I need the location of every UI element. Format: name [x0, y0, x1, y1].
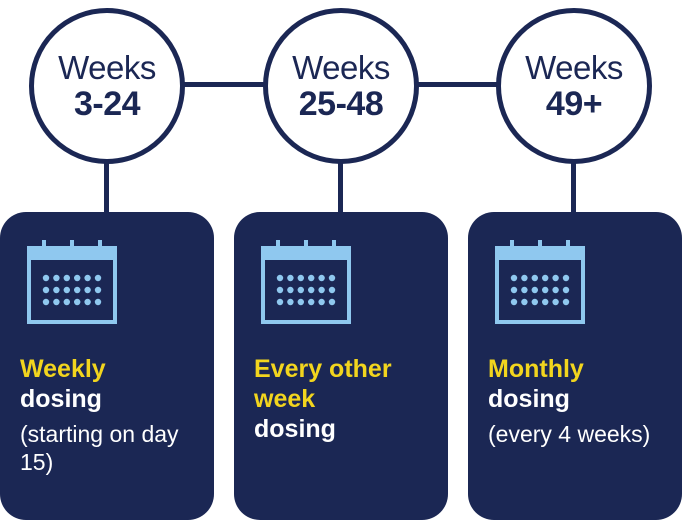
- dosing-word: dosing: [20, 385, 102, 413]
- phase-3-weeks-circle: Weeks 49+: [496, 8, 652, 164]
- drop-line-1: [104, 150, 109, 216]
- calendar-icon: [261, 240, 351, 324]
- phase-3-text: Monthly dosing (every 4 weeks): [488, 354, 670, 448]
- phase-1-card: Weekly dosing (starting on day 15): [0, 212, 214, 520]
- dosing-frequency: Monthly: [488, 355, 584, 383]
- timeline-connector-1: [182, 82, 272, 87]
- drop-line-2: [338, 150, 343, 216]
- phase-2-card: Every other week dosing: [234, 212, 448, 520]
- weeks-label: Weeks: [292, 49, 390, 86]
- dosing-word: dosing: [254, 415, 336, 443]
- dosing-note: (starting on day 15): [20, 421, 179, 475]
- calendar-icon: [495, 240, 585, 324]
- calendar-icon: [27, 240, 117, 324]
- dosing-frequency: Every other week: [254, 355, 392, 413]
- weeks-range: 49+: [545, 85, 603, 123]
- phase-3-card: Monthly dosing (every 4 weeks): [468, 212, 682, 520]
- dosing-word: dosing: [488, 385, 570, 413]
- weeks-label: Weeks: [525, 49, 623, 86]
- phase-1-text: Weekly dosing (starting on day 15): [20, 354, 202, 476]
- weeks-range: 3-24: [73, 85, 141, 123]
- drop-line-3: [571, 150, 576, 216]
- weeks-label: Weeks: [58, 49, 156, 86]
- phase-1-weeks-circle: Weeks 3-24: [29, 8, 185, 164]
- timeline-connector-2: [414, 82, 504, 87]
- dosing-frequency: Weekly: [20, 355, 106, 383]
- dosing-note: (every 4 weeks): [488, 421, 651, 447]
- weeks-range: 25-48: [298, 85, 384, 123]
- phase-2-text: Every other week dosing: [254, 354, 436, 450]
- phase-2-weeks-circle: Weeks 25-48: [263, 8, 419, 164]
